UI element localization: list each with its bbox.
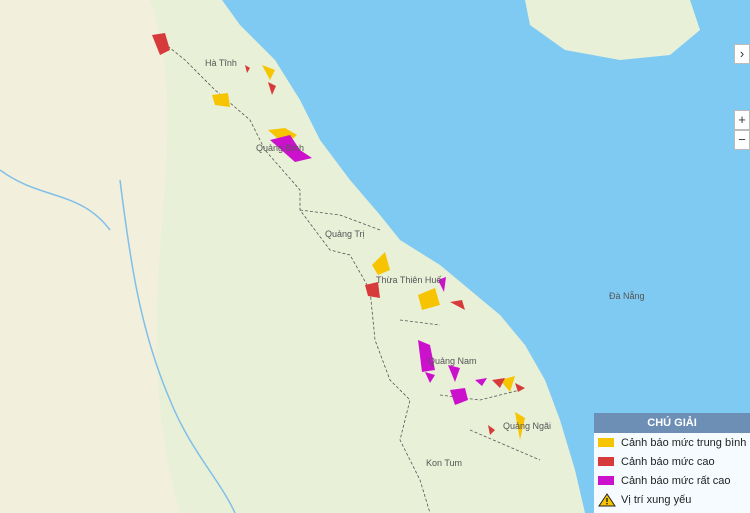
island [525,0,700,60]
sea [222,0,750,513]
place-label: Quảng Ngãi [503,421,551,431]
legend-swatch [598,492,616,506]
place-label: Quảng Nam [428,356,477,366]
legend-swatch [598,438,614,447]
legend-swatch [598,476,614,485]
river [0,169,236,513]
legend-item: Cảnh báo mức rất cao [594,471,750,490]
collapse-button[interactable]: › [734,44,750,64]
warning-zones [152,33,525,440]
legend-swatch [598,457,614,466]
legend-label: Cảnh báo mức cao [621,455,715,468]
zoom-out-button[interactable]: − [734,130,750,150]
legend: CHÚ GIẢI Cảnh báo mức trung bình Cảnh báo… [594,413,750,513]
province-border [159,39,541,513]
legend-title: CHÚ GIẢI [594,413,750,433]
legend-item: Vị trí xung yếu [594,490,750,509]
zoom-in-button[interactable]: + [734,110,750,130]
legend-label: Cảnh báo mức rất cao [621,474,731,487]
legend-label: Vị trí xung yếu [621,493,692,506]
legend-item: Cảnh báo mức cao [594,452,750,471]
place-label: Đà Nẵng [609,291,645,301]
place-label: Quảng Trị [325,229,365,239]
place-label: Thừa Thiên Huế [376,275,441,285]
place-label: Kon Tum [426,458,462,468]
place-label: Hà Tĩnh [205,58,237,68]
legend-item: Cảnh báo mức trung bình [594,433,750,452]
place-label: Quảng Bình [256,143,304,153]
zone-high [152,33,170,55]
land-lowland [0,0,180,513]
legend-label: Cảnh báo mức trung bình [621,436,747,449]
